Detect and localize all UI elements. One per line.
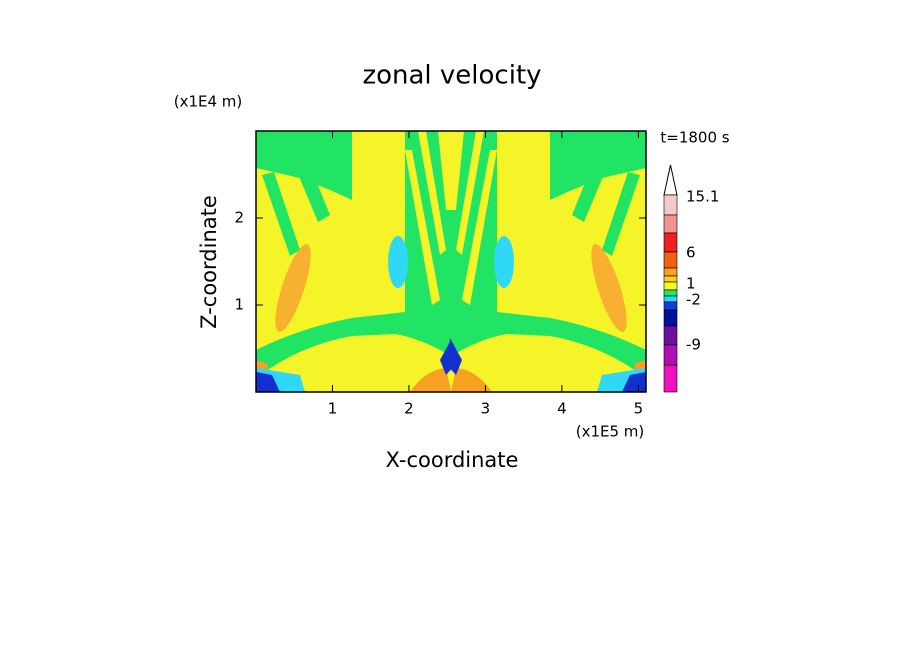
colorbar-segment <box>663 194 678 216</box>
x-tick-label: 4 <box>557 400 567 418</box>
colorbar-segment <box>663 309 678 327</box>
plot-frame <box>255 130 647 393</box>
colorbar-segment <box>663 281 678 291</box>
colorbar-segment <box>663 295 678 303</box>
x-tick-label: 5 <box>634 400 644 418</box>
colorbar-segment <box>663 289 678 297</box>
x-tick-label: 3 <box>481 400 491 418</box>
colorbar-tick-label: -2 <box>686 291 701 309</box>
colorbar-segment <box>663 301 678 311</box>
colorbar-segment <box>663 232 678 253</box>
colorbar-segment <box>663 214 678 234</box>
colorbar-tick-label: 15.1 <box>686 188 719 206</box>
x-axis-label: X-coordinate <box>386 448 519 472</box>
chart-title: zonal velocity <box>362 61 541 91</box>
colorbar-segment <box>663 275 678 283</box>
y-unit: (x1E4 m) <box>174 93 243 111</box>
x-unit: (x1E5 m) <box>576 423 645 441</box>
colorbar-segment <box>663 251 678 269</box>
colorbar-segment <box>663 325 678 346</box>
y-tick-label: 2 <box>234 209 244 227</box>
x-tick-label: 2 <box>404 400 414 418</box>
colorbar-tick-label: 6 <box>686 244 696 262</box>
colorbar-segment <box>663 344 678 366</box>
colorbar-segment <box>663 364 678 393</box>
y-axis-label: Z-coordinate <box>197 195 221 329</box>
y-tick-label: 1 <box>234 296 244 314</box>
x-tick-label: 1 <box>328 400 338 418</box>
contour-field <box>256 131 646 392</box>
colorbar-arrow <box>663 164 678 196</box>
time-annotation: t=1800 s <box>660 129 729 147</box>
colorbar-tick-label: 1 <box>686 275 696 293</box>
contour-half <box>256 131 455 392</box>
colorbar-tick-label: -9 <box>686 336 701 354</box>
colorbar-segment <box>663 267 678 277</box>
